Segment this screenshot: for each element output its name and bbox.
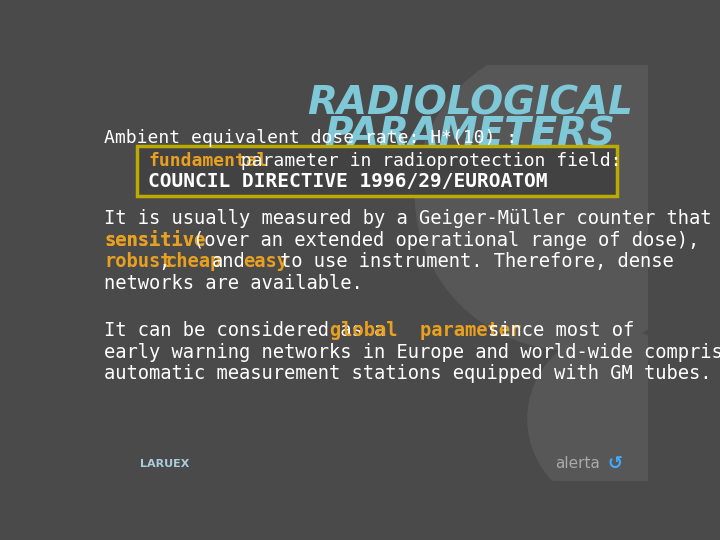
Text: Ambient equivalent dose rate: H*(10) :: Ambient equivalent dose rate: H*(10) : xyxy=(104,129,517,147)
Text: LARUEX: LARUEX xyxy=(140,458,190,469)
Text: It can be considered as a: It can be considered as a xyxy=(104,321,385,340)
Text: fundamental: fundamental xyxy=(148,152,268,170)
Text: easy: easy xyxy=(243,252,288,272)
Text: and: and xyxy=(212,252,246,272)
Text: since most of: since most of xyxy=(487,321,634,340)
Text: automatic measurement stations equipped with GM tubes.: automatic measurement stations equipped … xyxy=(104,364,711,383)
Text: ,: , xyxy=(158,252,169,272)
Text: global  parameter: global parameter xyxy=(330,321,521,340)
Text: It is usually measured by a Geiger-Müller counter that is a: It is usually measured by a Geiger-Mülle… xyxy=(104,210,720,228)
Text: COUNCIL DIRECTIVE 1996/29/EUROATOM: COUNCIL DIRECTIVE 1996/29/EUROATOM xyxy=(148,172,548,191)
Text: networks are available.: networks are available. xyxy=(104,274,363,293)
Text: early warning networks in Europe and world-wide comprise: early warning networks in Europe and wor… xyxy=(104,342,720,361)
Text: PARAMETERS: PARAMETERS xyxy=(324,115,616,153)
Text: RADIOLOGICAL: RADIOLOGICAL xyxy=(307,84,633,122)
FancyBboxPatch shape xyxy=(137,146,617,195)
Text: robust: robust xyxy=(104,252,171,272)
Circle shape xyxy=(528,330,706,508)
Text: parameter in radioprotection field:: parameter in radioprotection field: xyxy=(230,152,621,170)
Circle shape xyxy=(415,42,720,350)
Text: (over an extended operational range of dose),: (over an extended operational range of d… xyxy=(193,231,699,250)
Text: cheap: cheap xyxy=(165,252,222,272)
Text: to use instrument. Therefore, dense: to use instrument. Therefore, dense xyxy=(280,252,674,272)
Text: ↺: ↺ xyxy=(608,455,623,472)
Text: sensitive: sensitive xyxy=(104,231,205,250)
Text: alerta: alerta xyxy=(555,456,600,471)
Text: sensitive: sensitive xyxy=(104,231,205,250)
